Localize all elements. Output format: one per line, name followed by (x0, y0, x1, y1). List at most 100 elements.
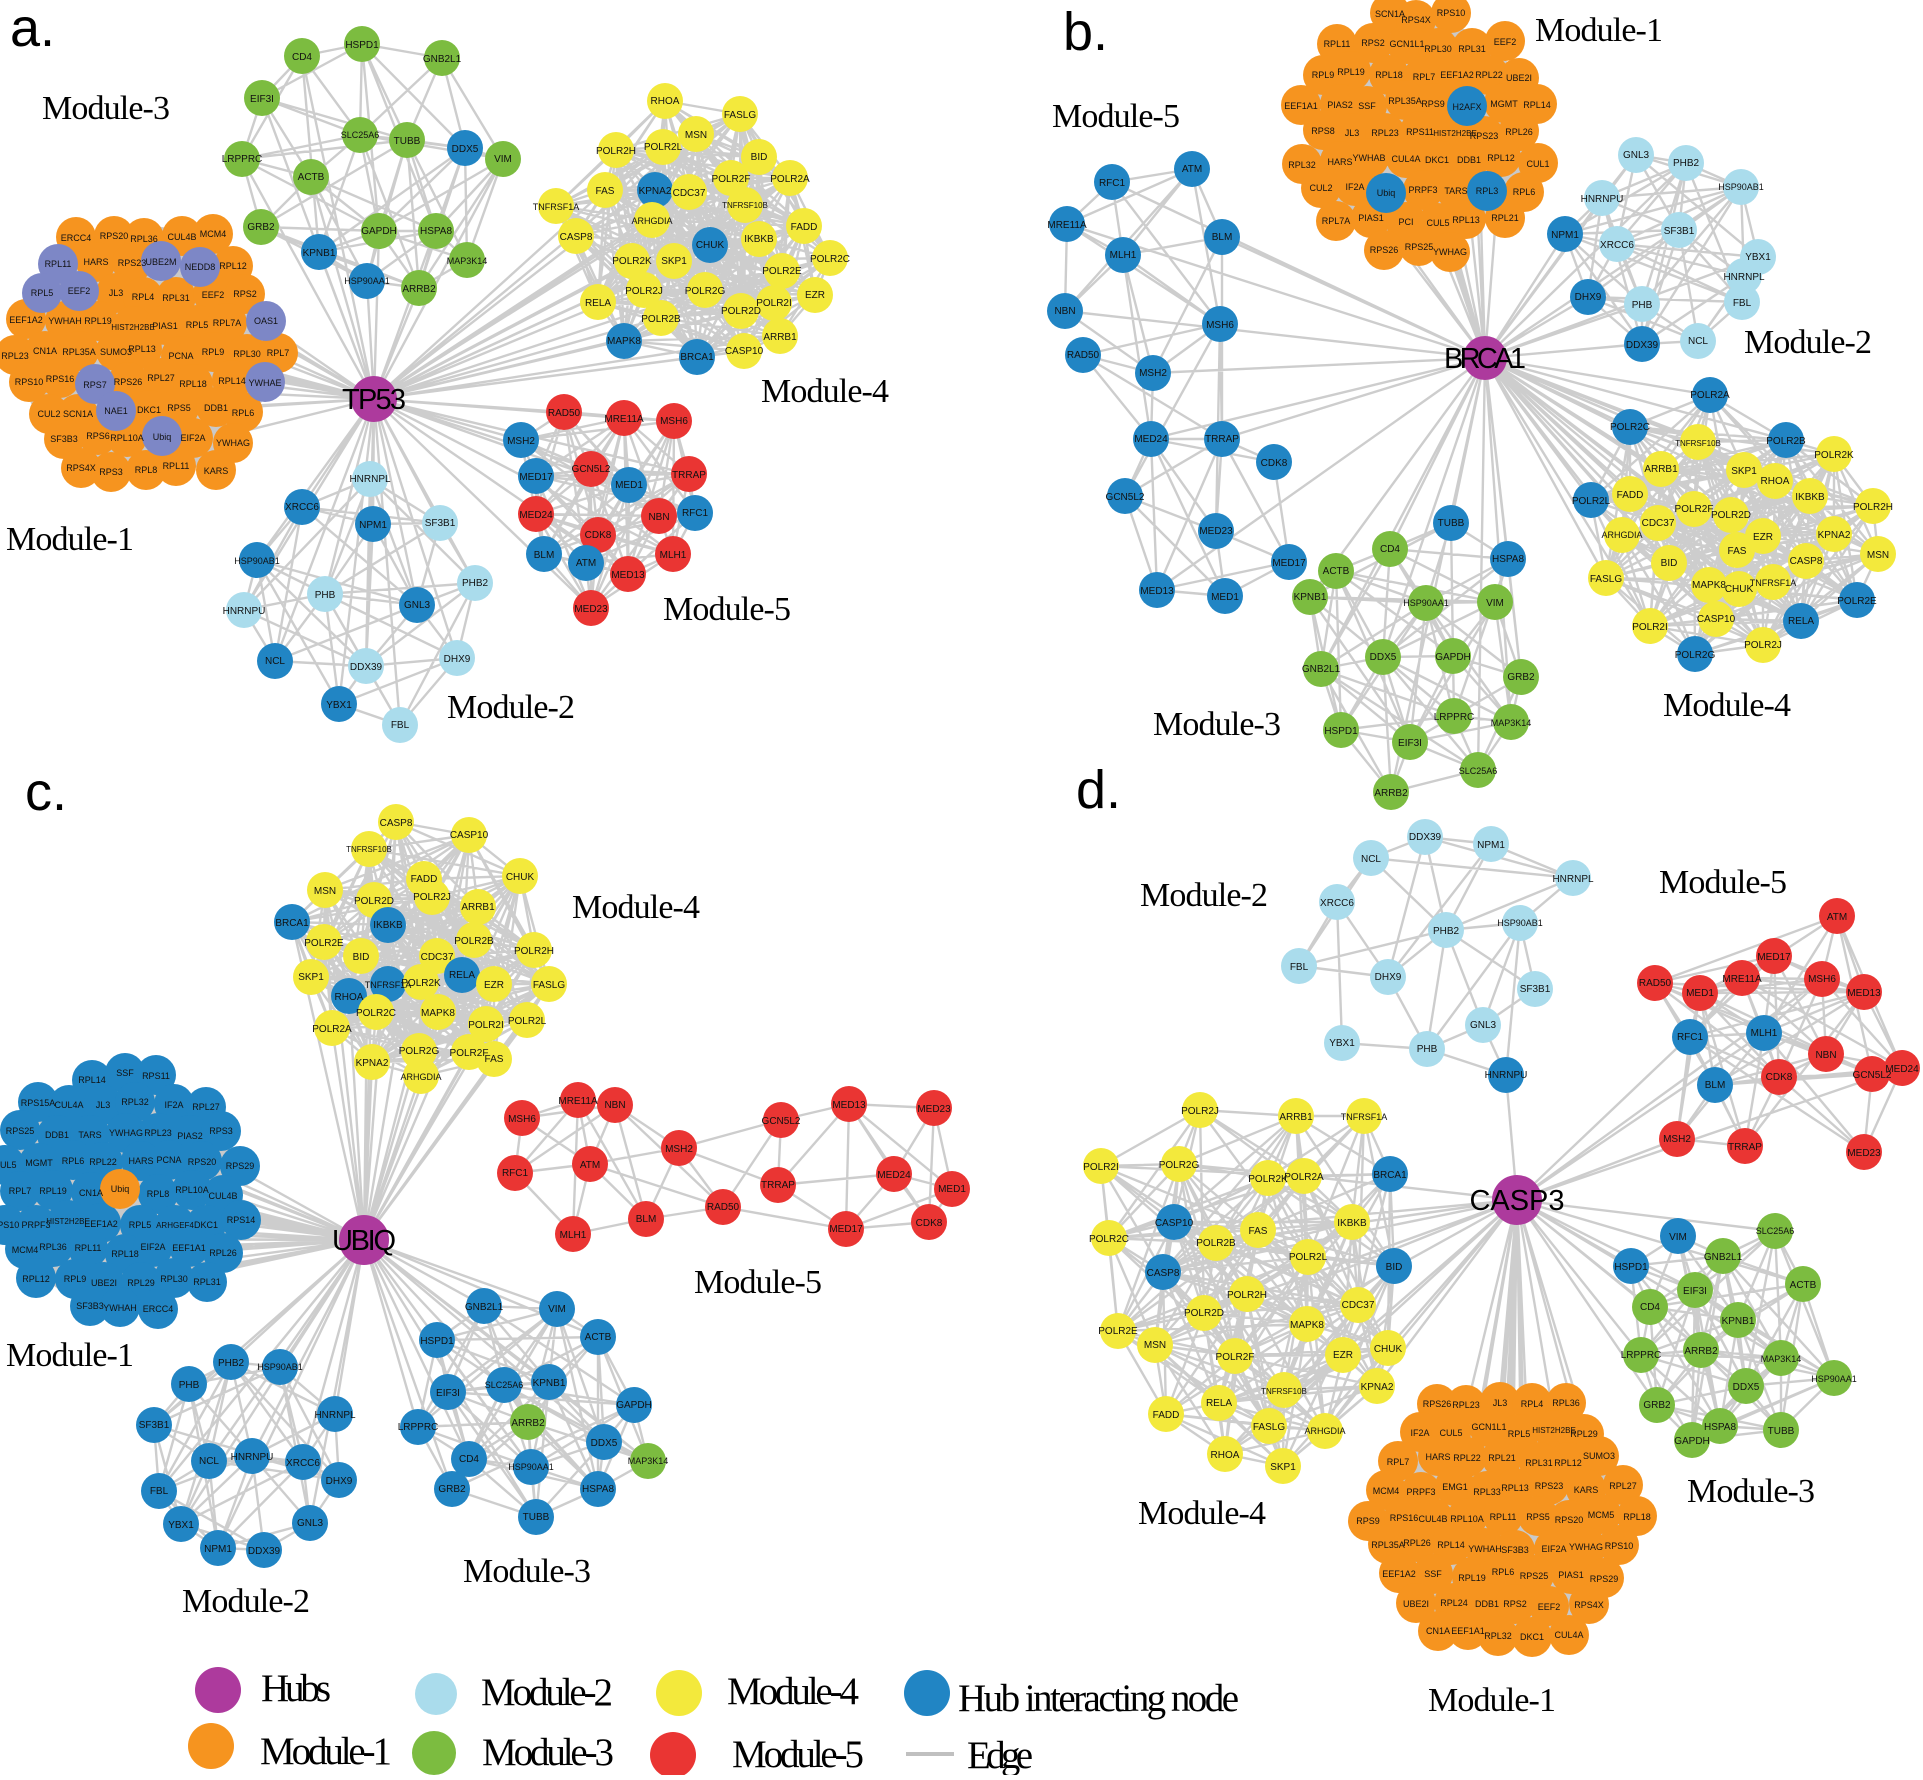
svg-text:RPS25: RPS25 (1405, 242, 1434, 252)
svg-text:POLR2J: POLR2J (413, 892, 451, 903)
svg-text:RPL29: RPL29 (127, 1278, 155, 1288)
svg-text:RPS10: RPS10 (0, 1220, 19, 1230)
svg-text:Module-5: Module-5 (1659, 864, 1787, 901)
svg-text:GNB2L1: GNB2L1 (1302, 664, 1341, 675)
svg-text:RPL23: RPL23 (144, 1128, 172, 1138)
svg-text:HNRNPL: HNRNPL (349, 474, 391, 485)
svg-text:GCN5L2: GCN5L2 (1853, 1070, 1892, 1081)
svg-text:YWHAG: YWHAG (1433, 247, 1467, 257)
svg-text:RPS25: RPS25 (1520, 1571, 1549, 1581)
svg-text:YBX1: YBX1 (1745, 252, 1771, 263)
svg-text:MED23: MED23 (574, 604, 608, 615)
svg-text:GCN5L2: GCN5L2 (572, 464, 611, 475)
svg-text:SF3B3: SF3B3 (50, 434, 78, 444)
svg-text:MRE11A: MRE11A (1047, 220, 1087, 231)
svg-text:MED1: MED1 (615, 480, 643, 491)
svg-text:MAP3K14: MAP3K14 (1491, 718, 1532, 728)
svg-text:RPS26: RPS26 (114, 377, 143, 387)
svg-text:RPL32: RPL32 (121, 1097, 149, 1107)
svg-text:GRB2: GRB2 (247, 222, 275, 233)
svg-text:CDC37: CDC37 (1642, 518, 1675, 529)
svg-text:POLR2C: POLR2C (1089, 1234, 1129, 1245)
svg-text:CUL1: CUL1 (1526, 159, 1549, 169)
svg-text:HNRNPU: HNRNPU (1485, 1070, 1528, 1081)
svg-text:SLC25A6: SLC25A6 (341, 130, 380, 140)
svg-text:Module-4: Module-4 (1663, 687, 1791, 724)
svg-text:RPL18: RPL18 (179, 379, 207, 389)
svg-text:YWHAG: YWHAG (216, 438, 250, 448)
svg-text:Module-3: Module-3 (1687, 1473, 1815, 1510)
svg-text:SF3B1: SF3B1 (139, 1420, 170, 1431)
svg-text:MAPK8: MAPK8 (607, 336, 641, 347)
svg-text:FBL: FBL (391, 720, 410, 731)
svg-text:RAD50: RAD50 (707, 1202, 740, 1213)
svg-text:EIF3I: EIF3I (250, 94, 274, 105)
svg-text:SF3B1: SF3B1 (1520, 984, 1551, 995)
svg-text:TNFRSF10B: TNFRSF10B (722, 201, 768, 210)
svg-text:RPS7: RPS7 (83, 380, 107, 390)
svg-text:RPL11: RPL11 (75, 1243, 102, 1253)
svg-text:POLR2H: POLR2H (1853, 502, 1893, 513)
svg-text:RPL5: RPL5 (1508, 1429, 1531, 1439)
svg-text:Module-3: Module-3 (1153, 706, 1281, 743)
svg-text:Module-5: Module-5 (663, 591, 791, 628)
svg-text:Module-2: Module-2 (1744, 324, 1872, 361)
svg-text:RPS10: RPS10 (1437, 8, 1466, 18)
svg-text:ARHGDIA: ARHGDIA (1304, 1426, 1345, 1436)
svg-text:RPL14: RPL14 (78, 1075, 106, 1085)
svg-text:IKBKB: IKBKB (1795, 492, 1825, 503)
svg-text:EIF2A: EIF2A (1541, 1544, 1566, 1554)
svg-text:DHX9: DHX9 (1575, 292, 1602, 303)
svg-text:MED17: MED17 (1757, 952, 1791, 963)
svg-text:CUL4A: CUL4A (1391, 154, 1420, 164)
svg-text:VIM: VIM (494, 154, 512, 165)
svg-text:RPL29: RPL29 (1570, 1429, 1598, 1439)
svg-text:DDX39: DDX39 (1626, 340, 1659, 351)
svg-text:POLR2I: POLR2I (1632, 622, 1668, 633)
svg-text:POLR2J: POLR2J (1744, 640, 1782, 651)
svg-text:EEF1A1: EEF1A1 (1451, 1626, 1485, 1636)
svg-text:LRPPRC: LRPPRC (1621, 1350, 1662, 1361)
svg-text:d.: d. (1076, 760, 1121, 820)
svg-text:NPM1: NPM1 (1551, 230, 1579, 241)
svg-text:RPL6: RPL6 (1492, 1567, 1515, 1577)
svg-text:POLR2I: POLR2I (468, 1020, 504, 1031)
svg-text:MSH2: MSH2 (665, 1144, 693, 1155)
svg-text:TARS: TARS (1444, 186, 1467, 196)
svg-text:ARRB2: ARRB2 (1374, 788, 1408, 799)
svg-text:TRRAP: TRRAP (1728, 1142, 1762, 1153)
svg-text:POLR2K: POLR2K (1248, 1174, 1288, 1185)
svg-text:TRRAP: TRRAP (672, 470, 706, 481)
svg-text:RPL23: RPL23 (1, 351, 29, 361)
svg-text:RPL12: RPL12 (22, 1274, 50, 1284)
svg-text:RELA: RELA (1788, 616, 1814, 627)
svg-text:EZR: EZR (805, 290, 825, 301)
svg-text:RPS10: RPS10 (1605, 1541, 1634, 1551)
svg-text:HSPA8: HSPA8 (1492, 554, 1524, 565)
svg-text:POLR2K: POLR2K (401, 978, 441, 989)
svg-text:RPL36: RPL36 (39, 1242, 67, 1252)
svg-text:POLR2F: POLR2F (1216, 1352, 1255, 1363)
svg-text:CDK8: CDK8 (1261, 458, 1288, 469)
svg-text:POLR2A: POLR2A (770, 174, 810, 185)
svg-text:MSN: MSN (685, 130, 707, 141)
svg-text:RPL36: RPL36 (1552, 1398, 1580, 1408)
svg-text:RPS3: RPS3 (209, 1126, 233, 1136)
svg-text:RAD50: RAD50 (1067, 350, 1100, 361)
svg-text:MED23: MED23 (1847, 1148, 1881, 1159)
svg-text:BRCA1: BRCA1 (1444, 343, 1526, 375)
svg-text:PHB2: PHB2 (1673, 158, 1700, 169)
svg-text:UBE2M: UBE2M (145, 257, 176, 267)
svg-text:FASLG: FASLG (1253, 1422, 1285, 1433)
svg-text:c.: c. (25, 762, 67, 822)
svg-text:KPNA2: KPNA2 (356, 1058, 389, 1069)
svg-text:RPL24: RPL24 (1440, 1598, 1468, 1608)
svg-text:EIF3I: EIF3I (1683, 1286, 1707, 1297)
svg-text:RPL36: RPL36 (130, 234, 158, 244)
svg-text:TRRAP: TRRAP (1205, 434, 1239, 445)
svg-text:MED1: MED1 (938, 1184, 966, 1195)
svg-text:RAD50: RAD50 (1639, 978, 1672, 989)
svg-text:Module-4: Module-4 (572, 889, 700, 926)
svg-text:HSPD1: HSPD1 (1324, 726, 1358, 737)
svg-text:Ubiq: Ubiq (111, 1184, 130, 1194)
